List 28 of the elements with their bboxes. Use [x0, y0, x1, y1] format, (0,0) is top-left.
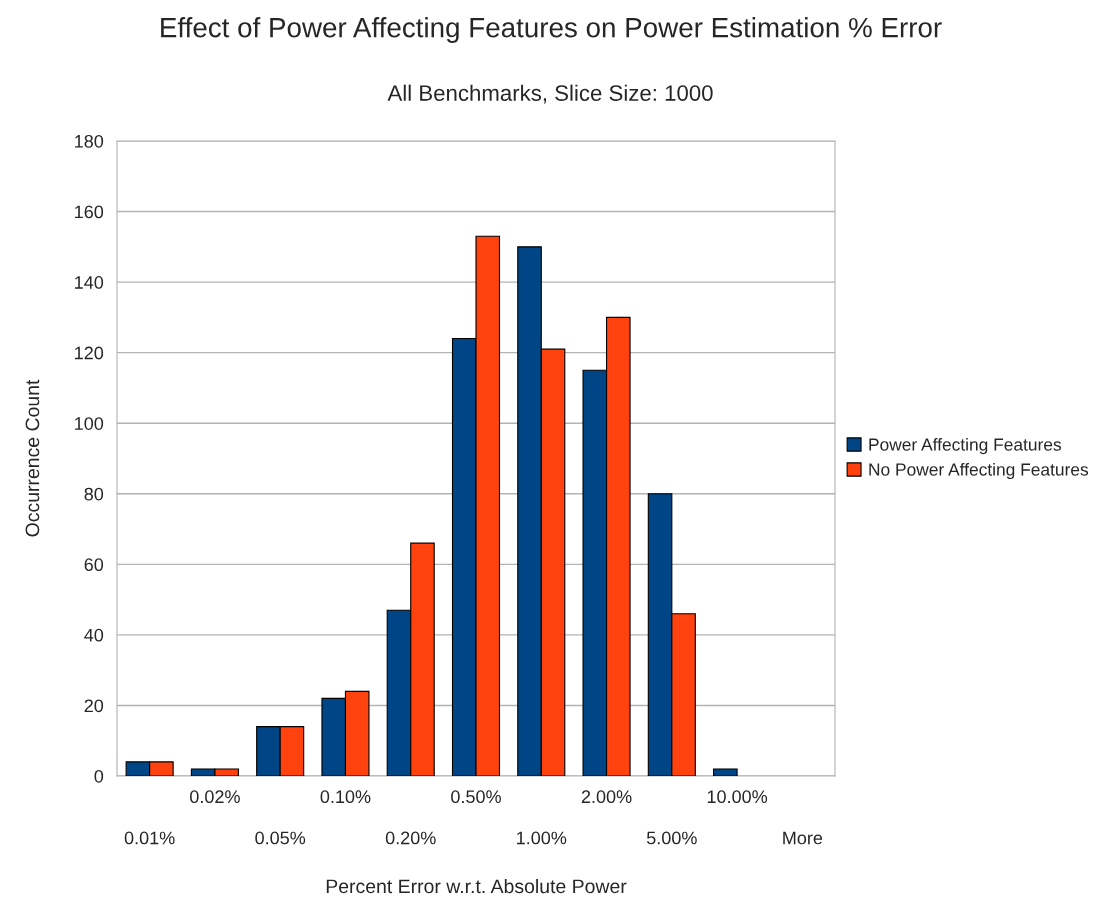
x-tick-label: 0.50%	[451, 790, 501, 804]
x-tick-label: 5.00%	[646, 831, 697, 845]
x-tick-label: 10.00%	[707, 790, 768, 804]
y-tick-label: 180	[75, 134, 104, 148]
x-tick-label: 0.02%	[190, 790, 240, 804]
y-tick-label: 120	[75, 346, 104, 360]
legend-label: Power Affecting Features	[869, 437, 1062, 455]
y-axis-title: Occurrence Count	[25, 379, 40, 537]
chart-title: Effect of Power Affecting Features on Power Estimation % Error	[161, 17, 942, 43]
y-tick-label: 140	[75, 276, 104, 289]
bar	[713, 768, 738, 776]
y-tick-label: 60	[84, 558, 104, 572]
x-axis-title: Percent Error w.r.t. Absolute Power	[326, 878, 627, 894]
y-tick-label: 100	[75, 417, 104, 430]
y-tick-label: 40	[84, 628, 104, 642]
x-tick-label: 0.01%	[124, 831, 175, 845]
y-tick-label: 20	[84, 699, 104, 713]
x-tick-label: 0.05%	[255, 831, 306, 845]
legend-label: No Power Affecting Features	[869, 462, 1089, 480]
y-tick-label: 80	[84, 487, 104, 501]
x-tick-label: 0.20%	[385, 831, 436, 845]
x-tick-label: More	[783, 831, 823, 845]
x-tick-label: 1.00%	[517, 831, 567, 845]
y-tick-label: 160	[75, 205, 104, 219]
x-tick-label: 2.00%	[581, 790, 632, 804]
chart-subtitle: All Benchmarks, Slice Size: 1000	[387, 84, 713, 104]
y-tick-label: 0	[94, 769, 104, 783]
x-tick-label: 0.10%	[320, 790, 371, 804]
